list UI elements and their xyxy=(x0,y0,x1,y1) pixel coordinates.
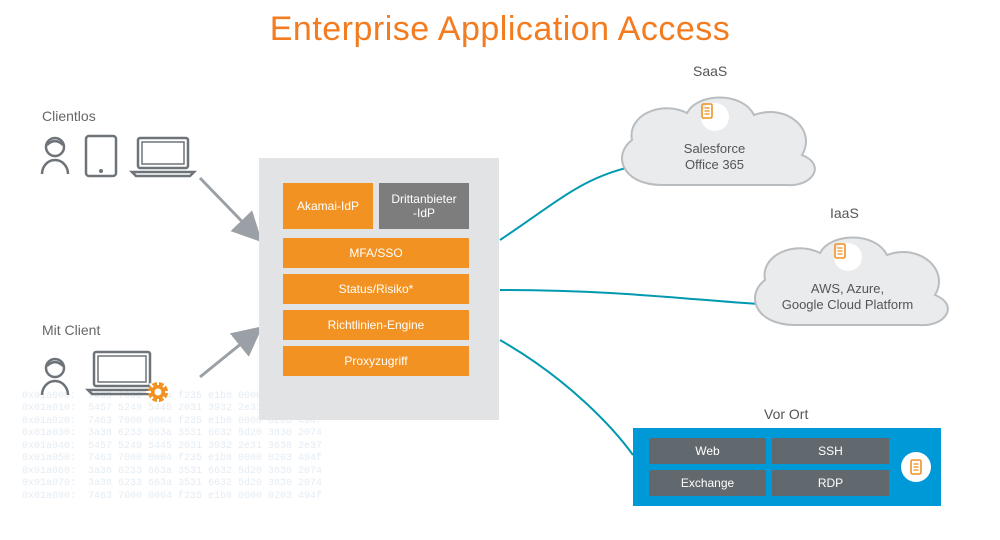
withclient-icons xyxy=(36,348,172,406)
iaas-cloud: AWS, Azure,Google Cloud Platform xyxy=(735,225,960,343)
page-title: Enterprise Application Access xyxy=(0,10,1000,49)
server-icon xyxy=(701,103,729,131)
user-icon xyxy=(36,134,74,178)
laptop-icon xyxy=(128,134,198,178)
iaas-cloud-text: AWS, Azure,Google Cloud Platform xyxy=(735,281,960,314)
server-icon xyxy=(901,452,931,482)
saas-cloud: SalesforceOffice 365 xyxy=(602,85,827,203)
user-icon xyxy=(36,355,74,399)
eaa-core-box: Akamai-IdP Drittanbieter-IdP MFA/SSO Stat… xyxy=(259,158,499,420)
onprem-cell: RDP xyxy=(772,470,889,496)
thirdparty-idp-box: Drittanbieter-IdP xyxy=(379,183,469,229)
withclient-label: Mit Client xyxy=(42,322,100,338)
onprem-box: WebSSHExchangeRDP xyxy=(633,428,941,506)
idp-row: Akamai-IdP Drittanbieter-IdP xyxy=(283,183,469,229)
capability-stack: MFA/SSO Status/Risiko* Richtlinien-Engine P… xyxy=(283,238,469,376)
akamai-idp-box: Akamai-IdP xyxy=(283,183,373,229)
iaas-label: IaaS xyxy=(830,205,859,221)
onprem-label: Vor Ort xyxy=(764,406,808,422)
server-icon xyxy=(834,243,862,271)
onprem-cell: Web xyxy=(649,438,766,464)
onprem-cell: Exchange xyxy=(649,470,766,496)
clientless-icons xyxy=(36,134,198,178)
tablet-icon xyxy=(84,134,118,178)
laptop-gear-icon xyxy=(84,348,172,406)
capability-box: Richtlinien-Engine xyxy=(283,310,469,340)
capability-box: MFA/SSO xyxy=(283,238,469,268)
saas-label: SaaS xyxy=(693,63,727,79)
capability-box: Proxyzugriff xyxy=(283,346,469,376)
clientless-label: Clientlos xyxy=(42,108,96,124)
capability-box: Status/Risiko* xyxy=(283,274,469,304)
saas-cloud-text: SalesforceOffice 365 xyxy=(602,141,827,174)
onprem-cell: SSH xyxy=(772,438,889,464)
